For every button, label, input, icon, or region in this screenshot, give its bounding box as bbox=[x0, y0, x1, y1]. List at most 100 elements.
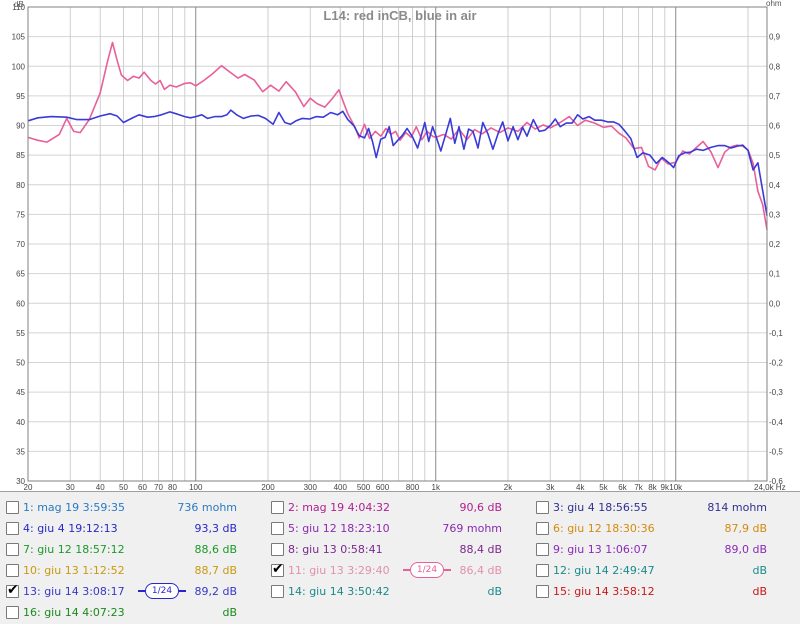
measurement-value: 769 mohm bbox=[442, 522, 502, 535]
measurement-visibility-checkbox[interactable] bbox=[271, 522, 284, 535]
measurement-name: 12: giu 14 2:49:47 bbox=[553, 564, 655, 577]
measurement-entry[interactable]: 10: giu 13 1:12:52 88,7 dB bbox=[0, 560, 265, 583]
y2-tick-label: -0,6 bbox=[769, 477, 783, 486]
measurement-visibility-checkbox[interactable] bbox=[271, 543, 284, 556]
y2-tick-label: -0,1 bbox=[769, 329, 783, 338]
measurement-name: 3: giu 4 18:56:55 bbox=[553, 501, 648, 514]
y-tick-label: 65 bbox=[16, 270, 25, 279]
measurement-entry[interactable]: 8: giu 13 0:58:41 88,4 dB bbox=[265, 539, 530, 562]
y-tick-label: 100 bbox=[12, 62, 26, 71]
y-tick-label: 35 bbox=[16, 447, 25, 456]
y-tick-label: 110 bbox=[12, 3, 25, 12]
measurement-name: 14: giu 14 3:50:42 bbox=[288, 585, 390, 598]
legend-row: 10: giu 13 1:12:52 88,7 dB ✔ 11: giu 13 3:2… bbox=[0, 560, 800, 583]
y-tick-label: 30 bbox=[16, 477, 25, 486]
measurement-legend-panel: 1: mag 19 3:59:35 736 mohm 2: mag 19 4:04:… bbox=[0, 491, 800, 624]
measurement-visibility-checkbox[interactable] bbox=[536, 585, 549, 598]
y-axis-unit-label: dB bbox=[14, 0, 24, 9]
measurement-value: dB bbox=[752, 564, 767, 577]
smoothing-badge[interactable]: 1/24 bbox=[403, 562, 451, 578]
measurement-name: 1: mag 19 3:59:35 bbox=[23, 501, 126, 514]
measurement-entry[interactable]: 16: giu 14 4:07:23 dB bbox=[0, 602, 265, 625]
measurement-entry[interactable]: ✔ 11: giu 13 3:29:40 1/24 86,4 dB bbox=[265, 560, 530, 583]
measurement-entry[interactable]: ✔ 13: giu 14 3:08:17 1/24 89,2 dB bbox=[0, 581, 265, 604]
x-tick-label: 80 bbox=[168, 483, 177, 491]
measurement-visibility-checkbox[interactable] bbox=[6, 501, 19, 514]
y-tick-label: 45 bbox=[16, 388, 25, 397]
y2-tick-label: 0,2 bbox=[769, 240, 781, 249]
y2-tick-label: 0,5 bbox=[769, 151, 781, 160]
y2-tick-label: 0,7 bbox=[769, 92, 781, 101]
measurement-entry[interactable]: 2: mag 19 4:04:32 90,6 dB bbox=[265, 497, 530, 520]
measurement-entry[interactable]: 5: giu 12 18:23:10 769 mohm bbox=[265, 518, 530, 541]
measurement-name: 13: giu 14 3:08:17 bbox=[23, 585, 125, 598]
measurement-entry[interactable]: 1: mag 19 3:59:35 736 mohm bbox=[0, 497, 265, 520]
measurement-name: 4: giu 4 19:12:13 bbox=[23, 522, 118, 535]
smoothing-badge[interactable]: 1/24 bbox=[138, 583, 186, 599]
frequency-response-plot[interactable]: 110 105 100 95 90 85 80 75 70 65 60 55 50 45 40 35 30 0,9… bbox=[0, 0, 800, 491]
measurement-entry[interactable]: 12: giu 14 2:49:47 dB bbox=[530, 560, 795, 583]
measurement-entry[interactable]: 15: giu 14 3:58:12 dB bbox=[530, 581, 795, 604]
x-tick-label: 10k bbox=[669, 483, 683, 491]
legend-row: 16: giu 14 4:07:23 dB bbox=[0, 602, 800, 625]
measurement-name: 15: giu 14 3:58:12 bbox=[553, 585, 655, 598]
measurement-visibility-checkbox[interactable]: ✔ bbox=[271, 561, 284, 577]
measurement-visibility-checkbox[interactable] bbox=[6, 606, 19, 619]
y-tick-label: 50 bbox=[16, 359, 25, 368]
y2-tick-label: 0,8 bbox=[769, 62, 781, 71]
x-tick-label: 200 bbox=[261, 483, 275, 491]
measurement-visibility-checkbox[interactable] bbox=[6, 522, 19, 535]
plot-area-border bbox=[27, 6, 768, 482]
measurement-visibility-checkbox[interactable] bbox=[6, 543, 19, 556]
measurement-visibility-checkbox[interactable] bbox=[6, 564, 19, 577]
measurement-value: 86,4 dB bbox=[459, 564, 502, 577]
measurement-visibility-checkbox[interactable] bbox=[536, 564, 549, 577]
measurement-visibility-checkbox[interactable] bbox=[271, 501, 284, 514]
measurement-name: 9: giu 13 1:06:07 bbox=[553, 543, 648, 556]
measurement-name: 10: giu 13 1:12:52 bbox=[23, 564, 125, 577]
y-tick-label: 75 bbox=[16, 210, 25, 219]
legend-row: 1: mag 19 3:59:35 736 mohm 2: mag 19 4:04:… bbox=[0, 497, 800, 520]
measurement-visibility-checkbox[interactable]: ✔ bbox=[6, 582, 19, 598]
legend-row: ✔ 13: giu 14 3:08:17 1/24 89,2 dB 14: giu 14… bbox=[0, 581, 800, 604]
y-tick-label: 85 bbox=[16, 151, 25, 160]
measurement-value: 90,6 dB bbox=[459, 501, 502, 514]
measurement-name: 11: giu 13 3:29:40 bbox=[288, 564, 390, 577]
x-tick-label: 1k bbox=[432, 483, 441, 491]
measurement-visibility-checkbox[interactable] bbox=[271, 585, 284, 598]
x-tick-label: 5k bbox=[599, 483, 608, 491]
measurement-entry[interactable]: 4: giu 4 19:12:13 93,3 dB bbox=[0, 518, 265, 541]
x-tick-label: 9k bbox=[661, 483, 670, 491]
measurement-visibility-checkbox[interactable] bbox=[536, 522, 549, 535]
measurement-entry[interactable]: 14: giu 14 3:50:42 dB bbox=[265, 581, 530, 604]
measurement-value: 87,9 dB bbox=[724, 522, 767, 535]
x-tick-label: 100 bbox=[189, 483, 203, 491]
measurement-name: 16: giu 14 4:07:23 bbox=[23, 606, 125, 619]
x-tick-label: 500 bbox=[357, 483, 371, 491]
measurement-entry[interactable]: 6: giu 12 18:30:36 87,9 dB bbox=[530, 518, 795, 541]
measurement-value: 93,3 dB bbox=[194, 522, 237, 535]
measurement-value: dB bbox=[487, 585, 502, 598]
x-tick-label: 2k bbox=[504, 483, 513, 491]
y2-axis-unit-label: ohm bbox=[766, 0, 782, 8]
y2-tick-label: 0,1 bbox=[769, 270, 781, 279]
measurement-entry[interactable]: 9: giu 13 1:06:07 89,0 dB bbox=[530, 539, 795, 562]
y2-tick-label: 0,3 bbox=[769, 210, 781, 219]
y-tick-label: 55 bbox=[16, 329, 25, 338]
x-tick-label: 800 bbox=[406, 483, 420, 491]
measurement-value: 89,0 dB bbox=[724, 543, 767, 556]
measurement-value: 88,6 dB bbox=[194, 543, 237, 556]
checkmark-icon: ✔ bbox=[272, 561, 284, 577]
y2-tick-label: -0,3 bbox=[769, 388, 783, 397]
measurement-entry[interactable]: 7: giu 12 18:57:12 88,6 dB bbox=[0, 539, 265, 562]
y-tick-label: 95 bbox=[16, 92, 25, 101]
measurement-visibility-checkbox[interactable] bbox=[536, 543, 549, 556]
measurement-entry[interactable]: 3: giu 4 18:56:55 814 mohm bbox=[530, 497, 795, 520]
measurement-visibility-checkbox[interactable] bbox=[536, 501, 549, 514]
measurement-name: 7: giu 12 18:57:12 bbox=[23, 543, 125, 556]
x-tick-label: 20 bbox=[24, 483, 33, 491]
measurement-name: 8: giu 13 0:58:41 bbox=[288, 543, 383, 556]
legend-row: 4: giu 4 19:12:13 93,3 dB 5: giu 12 18:23:… bbox=[0, 518, 800, 541]
measurement-value: 814 mohm bbox=[707, 501, 767, 514]
